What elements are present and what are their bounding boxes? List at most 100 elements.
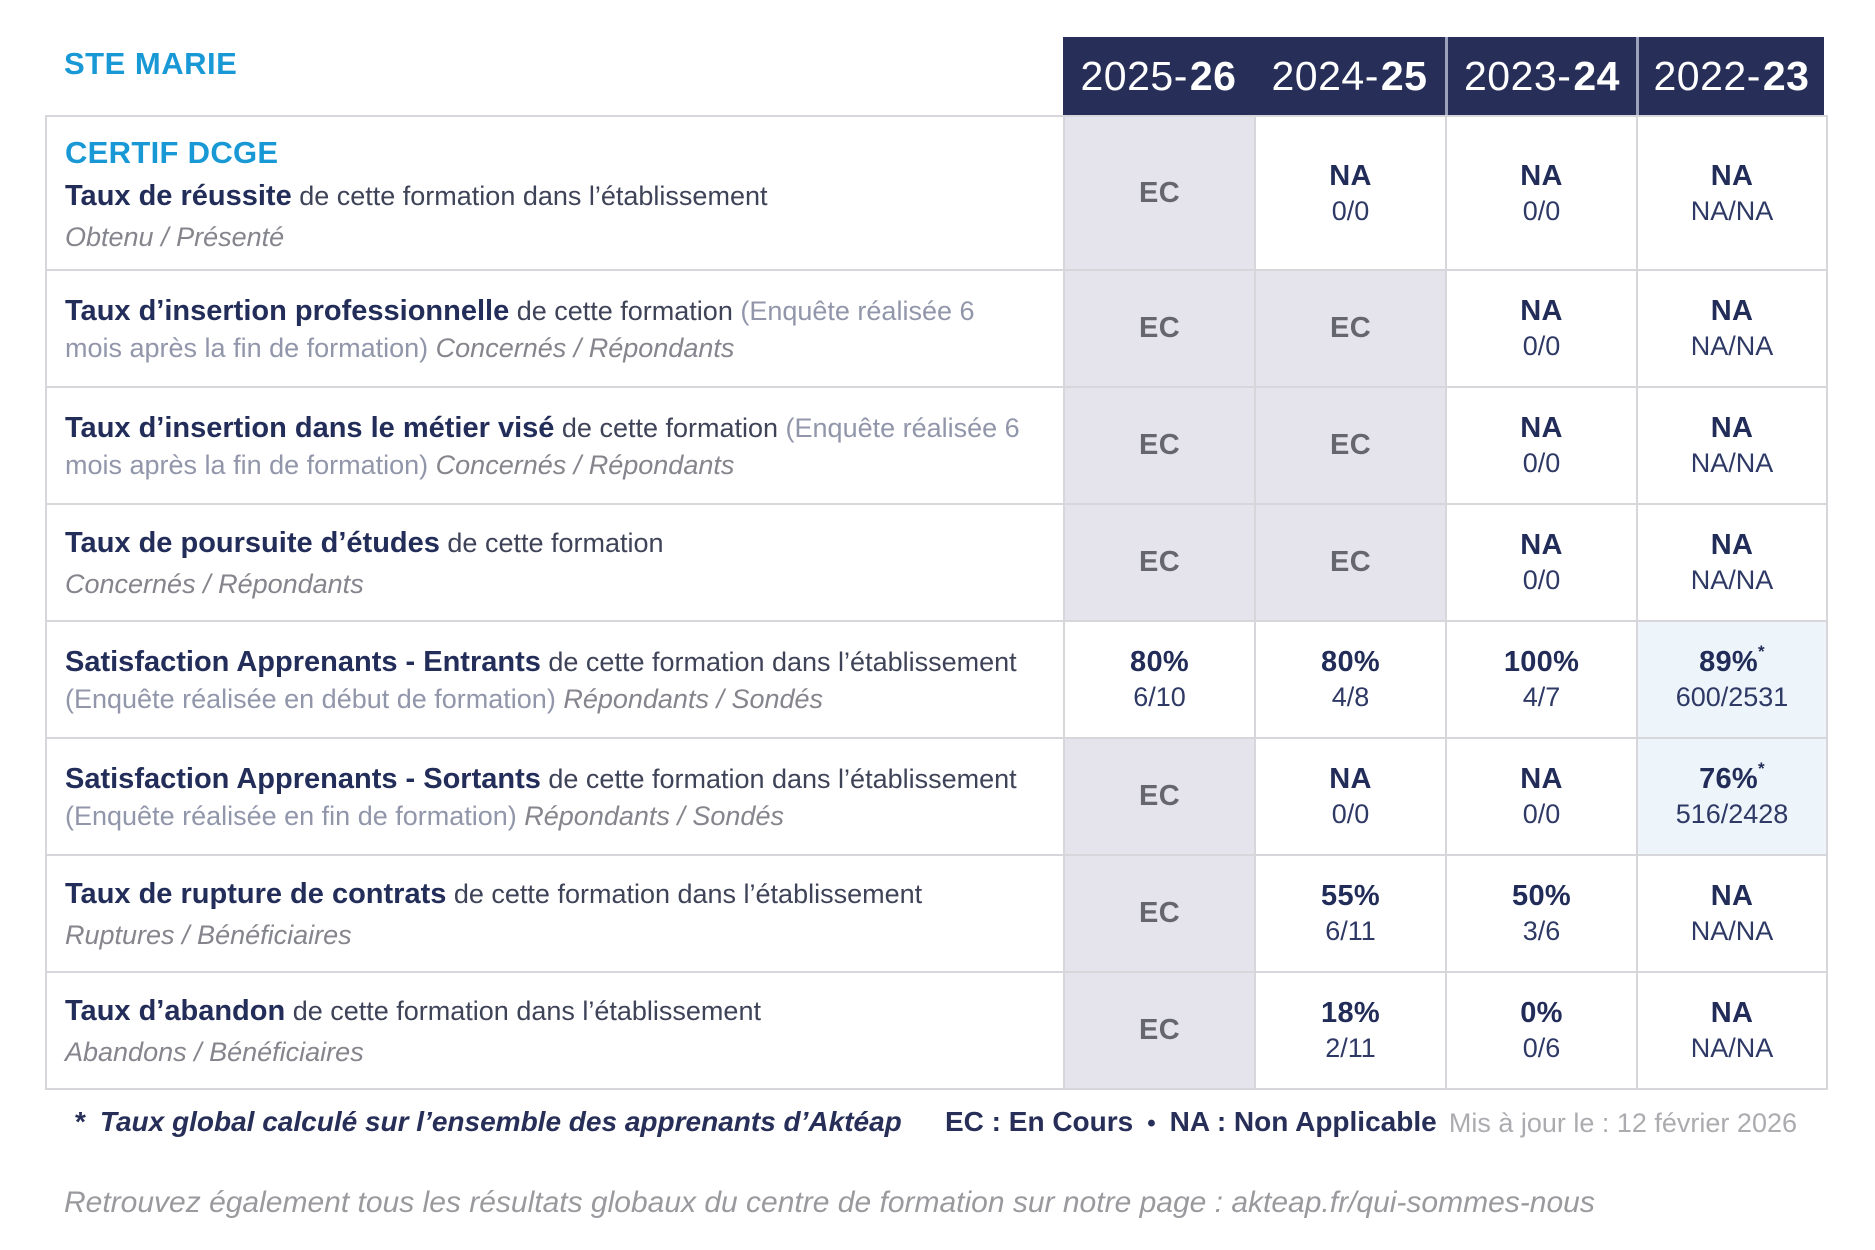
cell-ratio-value: 4/8 — [1331, 682, 1370, 712]
global-rate-asterisk: * — [1758, 759, 1765, 778]
value-cell: EC — [1256, 271, 1445, 386]
indicator-label: Taux d’abandon de cette formation dans l… — [47, 973, 1063, 1088]
value-cell: 76%* 516/2428 — [1638, 739, 1826, 854]
indicator-ratio-caption: Obtenu / Présenté — [65, 221, 285, 252]
value-cell: EC — [1065, 271, 1254, 386]
cell-ratio-value: NA/NA — [1690, 916, 1774, 946]
indicator-title: Taux de réussite — [65, 180, 292, 213]
cell-main-value: EC — [1139, 176, 1180, 209]
cell-ratio-value: NA/NA — [1690, 195, 1774, 226]
indicator-description: de cette formation dans l’établissement — [291, 181, 768, 212]
year-column-2024-25: 2024- 25 — [1254, 37, 1445, 115]
cell-main-value: NA — [1710, 412, 1754, 444]
value-cell: 80% 6/10 — [1065, 622, 1254, 737]
cell-main-value: 0% — [1520, 997, 1563, 1029]
cell-main-value: 76%* — [1699, 759, 1765, 795]
value-cell: NA NA/NA — [1638, 505, 1826, 620]
indicator-text: Satisfaction Apprenants - Sortants de ce… — [65, 761, 1037, 834]
indicator-label: Taux de poursuite d’études de cette form… — [47, 505, 1063, 620]
value-cell: NA NA/NA — [1638, 271, 1826, 386]
value-cell: 100% 4/7 — [1447, 622, 1636, 737]
value-cell: 89%* 600/2531 — [1638, 622, 1826, 737]
value-cell: EC — [1256, 388, 1445, 503]
year-column-2025-26: 2025- 26 — [1063, 37, 1254, 115]
cell-main-value: NA — [1710, 997, 1754, 1029]
course-code: CERTIF DCGE — [65, 134, 279, 170]
value-cell: EC — [1065, 973, 1254, 1088]
value-cell: EC — [1256, 505, 1445, 620]
indicator-label: Taux de rupture de contrats de cette for… — [47, 856, 1063, 971]
value-cell: NA 0/0 — [1447, 505, 1636, 620]
year-prefix: 2023- — [1464, 52, 1572, 99]
cell-main-value: NA — [1329, 159, 1372, 192]
cell-ratio-value: 516/2428 — [1675, 799, 1789, 829]
cell-main-value: EC — [1139, 1014, 1180, 1046]
school-name: STE MARIE — [64, 46, 238, 81]
cell-main-value: NA — [1710, 880, 1754, 912]
year-prefix: 2022- — [1653, 52, 1761, 99]
star-note: * Taux global calculé sur l’ensemble des … — [75, 1106, 902, 1138]
indicator-survey-note: (Enquête réalisée en fin de formation) — [65, 800, 525, 831]
value-cell: NA NA/NA — [1638, 117, 1826, 269]
bullet-separator: • — [1147, 1110, 1156, 1137]
value-cell: NA NA/NA — [1638, 973, 1826, 1088]
cell-main-value: NA — [1710, 295, 1754, 327]
cell-ratio-value: 0/6 — [1522, 1033, 1561, 1063]
cell-main-value: EC — [1330, 546, 1371, 578]
global-results-link-text: Retrouvez également tous les résultats g… — [64, 1186, 1595, 1219]
cell-ratio-value: 600/2531 — [1675, 682, 1789, 712]
cell-main-value: 89%* — [1699, 642, 1765, 678]
year-column-2023-24: 2023- 24 — [1445, 37, 1636, 115]
year-bold: 24 — [1573, 52, 1620, 99]
indicator-title: Satisfaction Apprenants - Sortants — [65, 763, 541, 796]
indicator-text: Satisfaction Apprenants - Entrants de ce… — [65, 644, 1037, 717]
indicator-ratio-caption: Abandons / Bénéficiaires — [65, 1036, 364, 1067]
indicator-description: de cette formation dans l’établissement — [540, 764, 1017, 795]
cell-ratio-value: 0/0 — [1522, 331, 1561, 361]
cell-main-value: NA — [1520, 529, 1563, 561]
global-rate-asterisk: * — [1758, 642, 1765, 661]
cell-main-value: 100% — [1503, 646, 1580, 678]
cell-main-value: NA — [1710, 529, 1754, 561]
last-updated: Mis à jour le : 12 février 2026 — [1448, 1108, 1797, 1138]
cell-main-value: NA — [1520, 412, 1563, 444]
cell-ratio-value: 0/0 — [1522, 195, 1561, 226]
legend-na: NA : Non Applicable — [1169, 1106, 1437, 1137]
value-cell: 50% 3/6 — [1447, 856, 1636, 971]
indicator-title: Taux d’insertion dans le métier visé — [65, 412, 555, 445]
footnote-bar: * Taux global calculé sur l’ensemble des … — [75, 1106, 1805, 1146]
value-cell: NA 0/0 — [1447, 271, 1636, 386]
indicator-ratio-caption: Concernés / Répondants — [435, 332, 735, 363]
indicator-text: Taux de poursuite d’études de cette form… — [65, 525, 1037, 602]
indicator-survey-note: (Enquête réalisée 6 mois après la fin de… — [65, 296, 975, 363]
indicator-survey-note: (Enquête réalisée en début de formation) — [65, 683, 564, 714]
value-cell: EC — [1065, 117, 1254, 269]
cell-main-value: EC — [1139, 429, 1180, 461]
year-prefix: 2025- — [1080, 52, 1188, 99]
value-cell: 55% 6/11 — [1256, 856, 1445, 971]
cell-ratio-value: 0/0 — [1331, 195, 1370, 226]
indicator-description: de cette formation dans l’établissement — [540, 647, 1017, 678]
indicator-ratio-caption: Ruptures / Bénéficiaires — [65, 919, 352, 950]
cell-main-value: NA — [1710, 159, 1754, 192]
indicator-description: de cette formation dans l’établissement — [285, 996, 761, 1027]
cell-ratio-value: 4/7 — [1522, 682, 1561, 712]
indicator-label: Satisfaction Apprenants - Entrants de ce… — [47, 622, 1063, 737]
cell-main-value: EC — [1139, 780, 1180, 812]
cell-ratio-value: 3/6 — [1522, 916, 1561, 946]
indicator-ratio-caption: Concernés / Répondants — [435, 449, 735, 480]
cell-main-value: NA — [1520, 763, 1563, 795]
value-cell: 0% 0/6 — [1447, 973, 1636, 1088]
indicator-label: Taux d’insertion professionnelle de cett… — [47, 271, 1063, 386]
indicator-label: Taux d’insertion dans le métier visé de … — [47, 388, 1063, 503]
abbreviation-legend: EC : En Cours • NA : Non Applicable — [945, 1106, 1437, 1138]
year-prefix: 2024- — [1271, 52, 1379, 99]
indicator-title: Taux de poursuite d’études — [65, 527, 440, 560]
cell-ratio-value: 0/0 — [1331, 799, 1370, 829]
cell-ratio-value: NA/NA — [1690, 565, 1774, 595]
cell-main-value: 80% — [1321, 646, 1380, 678]
year-header-row: 2025- 26 2024- 25 2023- 24 2022- 23 — [45, 37, 1824, 115]
indicator-description: de cette formation — [439, 528, 664, 559]
cell-main-value: EC — [1139, 897, 1180, 929]
asterisk: * — [75, 1106, 86, 1137]
